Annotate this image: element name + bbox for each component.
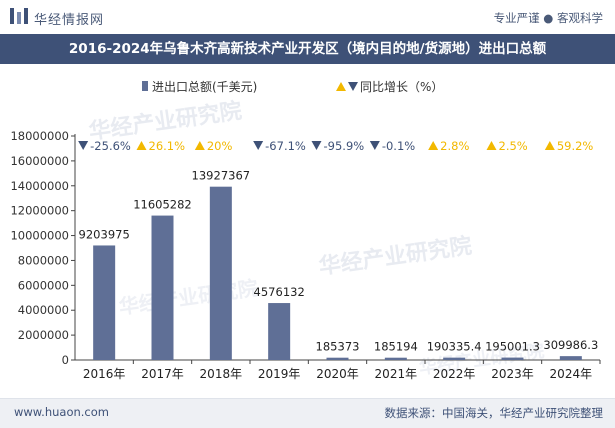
growth-down-triangle-icon bbox=[78, 141, 89, 150]
bar bbox=[268, 303, 291, 360]
bar bbox=[384, 357, 407, 360]
growth-label: 2.5% bbox=[499, 139, 528, 153]
watermark: 华经产业研究院 bbox=[87, 98, 243, 145]
growth-label: 20% bbox=[207, 139, 233, 153]
top-bar: 华经情报网 专业严谨 ● 客观科学 bbox=[0, 0, 615, 34]
bar bbox=[93, 245, 116, 360]
legend-bar-label: 进出口总额(千美元) bbox=[152, 80, 257, 94]
x-tick-label: 2024年 bbox=[550, 367, 593, 381]
y-tick-label: 14000000 bbox=[10, 179, 69, 193]
growth-down-triangle-icon bbox=[311, 141, 322, 150]
y-tick-label: 16000000 bbox=[10, 154, 69, 168]
growth-label: 59.2% bbox=[557, 139, 594, 153]
x-tick-label: 2019年 bbox=[258, 367, 301, 381]
legend-bar-swatch bbox=[142, 81, 148, 91]
growth-up-triangle-icon bbox=[544, 141, 555, 150]
bar-value-label: 195001.3 bbox=[485, 340, 540, 354]
bar bbox=[559, 356, 582, 360]
bar bbox=[501, 357, 524, 360]
slogan: 专业严谨 ● 客观科学 bbox=[493, 11, 603, 25]
legend-ratio-label: 同比增长（%） bbox=[360, 80, 443, 94]
footer-website: www.huaon.com bbox=[14, 405, 109, 419]
footer-bar: www.huaon.com 数据来源：中国海关，华经产业研究院整理 bbox=[0, 398, 615, 428]
chart: 华经产业研究院 华经产业研究院 华经产业研究院 华经产业研究院 进出口总额(千美… bbox=[10, 80, 601, 381]
y-tick-label: 12000000 bbox=[10, 204, 69, 218]
growth-down-triangle-icon bbox=[369, 141, 380, 150]
growth-label: -25.6% bbox=[90, 139, 131, 153]
growth-label: 2.8% bbox=[440, 139, 469, 153]
growth-up-triangle-icon bbox=[136, 141, 147, 150]
footer-source: 数据来源：中国海关，华经产业研究院整理 bbox=[384, 406, 604, 420]
watermark: 华经产业研究院 bbox=[317, 233, 473, 280]
y-tick-label: 4000000 bbox=[18, 303, 69, 317]
x-tick-label: 2016年 bbox=[83, 367, 126, 381]
bar-value-label: 185194 bbox=[374, 340, 418, 354]
bar-value-label: 4576132 bbox=[254, 285, 305, 299]
y-tick-label: 0 bbox=[62, 353, 69, 367]
y-tick-label: 10000000 bbox=[10, 229, 69, 243]
chart-title: 2016-2024年乌鲁木齐高新技术产业开发区（境内目的地/货源地）进出口总额 bbox=[68, 41, 547, 57]
x-tick-label: 2023年 bbox=[491, 367, 534, 381]
bar bbox=[209, 186, 232, 360]
bar-value-label: 9203975 bbox=[79, 227, 130, 241]
growth-up-triangle-icon bbox=[194, 141, 205, 150]
legend-down-triangle-icon bbox=[348, 82, 358, 91]
y-tick-label: 2000000 bbox=[18, 328, 69, 342]
growth-up-triangle-icon bbox=[428, 141, 439, 150]
bar-value-label: 13927367 bbox=[192, 169, 251, 183]
logo-icon bbox=[10, 8, 28, 24]
growth-label: -0.1% bbox=[382, 139, 415, 153]
bar bbox=[443, 357, 466, 360]
growth-down-triangle-icon bbox=[253, 141, 264, 150]
title-bar: 2016-2024年乌鲁木齐高新技术产业开发区（境内目的地/货源地）进出口总额 bbox=[0, 34, 615, 64]
growth-label: 26.1% bbox=[149, 139, 186, 153]
x-tick-label: 2018年 bbox=[200, 367, 243, 381]
bar-value-label: 190335.4 bbox=[427, 340, 482, 354]
bar bbox=[326, 357, 349, 360]
growth-label: -95.9% bbox=[324, 139, 365, 153]
bar-value-label: 185373 bbox=[316, 340, 360, 354]
growth-label: -67.1% bbox=[265, 139, 306, 153]
watermark: 华经产业研究院 bbox=[117, 276, 259, 319]
bar-value-label: 309986.3 bbox=[543, 338, 598, 352]
bar bbox=[151, 215, 174, 360]
growth-up-triangle-icon bbox=[486, 141, 497, 150]
x-tick-label: 2022年 bbox=[433, 367, 476, 381]
y-tick-label: 6000000 bbox=[18, 278, 69, 292]
y-tick-label: 18000000 bbox=[10, 129, 69, 143]
bar-value-label: 11605282 bbox=[133, 198, 192, 212]
legend-up-triangle-icon bbox=[336, 82, 346, 91]
x-tick-label: 2020年 bbox=[316, 367, 359, 381]
site-name: 华经情报网 bbox=[34, 13, 105, 28]
x-tick-label: 2017年 bbox=[141, 367, 184, 381]
y-tick-label: 8000000 bbox=[18, 253, 69, 267]
x-tick-label: 2021年 bbox=[375, 367, 418, 381]
